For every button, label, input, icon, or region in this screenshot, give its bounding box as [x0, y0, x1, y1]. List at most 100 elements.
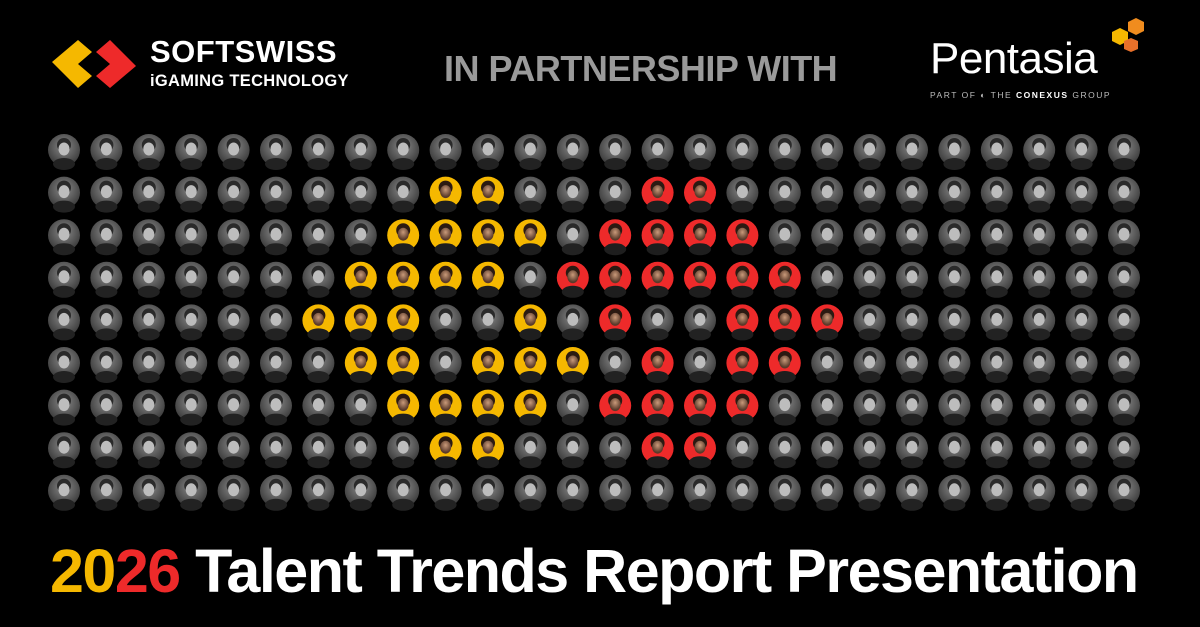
avatar-face — [694, 483, 706, 497]
avatar-face — [1118, 185, 1130, 199]
face-avatar — [896, 219, 928, 256]
avatar-face — [694, 440, 706, 454]
face-avatar — [641, 176, 674, 213]
avatar-face — [524, 270, 536, 284]
avatar-body — [519, 328, 542, 341]
face-avatar — [514, 176, 547, 213]
avatar-face — [100, 440, 112, 454]
avatar-face — [482, 355, 494, 369]
avatar-body — [477, 158, 499, 170]
avatar-face — [779, 227, 791, 241]
face-avatar — [175, 432, 208, 469]
face-avatar — [811, 347, 844, 383]
avatar-face — [270, 398, 282, 412]
avatar-face — [100, 227, 112, 241]
face-avatar — [472, 347, 504, 383]
avatar-body — [137, 243, 160, 256]
avatar-face — [355, 270, 367, 284]
avatar-body — [477, 498, 499, 511]
avatar-body — [265, 158, 287, 170]
avatar-body — [1028, 498, 1051, 511]
avatar-face — [779, 270, 791, 284]
face-avatar — [1065, 474, 1098, 511]
avatar-face — [440, 270, 452, 284]
avatar-face — [821, 227, 833, 241]
face-avatar — [429, 474, 462, 511]
face-avatar — [260, 347, 292, 383]
avatar-body — [392, 328, 415, 341]
avatar-face — [524, 142, 536, 156]
group-suffix: GROUP — [1072, 90, 1112, 100]
avatar-face — [100, 483, 112, 497]
avatar-body — [477, 456, 499, 469]
avatar-face — [58, 185, 70, 199]
avatar-face — [694, 227, 706, 241]
avatar-body — [731, 456, 754, 469]
face-avatar — [811, 219, 844, 256]
avatar-body — [519, 285, 542, 298]
avatar-body — [1070, 498, 1093, 511]
headline-year: 2026 — [50, 537, 181, 605]
avatar-face — [948, 440, 960, 454]
face-avatar — [344, 134, 377, 170]
avatar-body — [434, 243, 457, 256]
face-avatar — [1108, 134, 1140, 170]
avatar-face — [228, 483, 240, 497]
avatar-body — [137, 498, 160, 511]
face-avatar — [599, 474, 632, 511]
avatar-face — [864, 227, 876, 241]
avatar-face — [355, 483, 367, 497]
avatar-body — [265, 498, 287, 511]
face-avatar — [811, 176, 844, 213]
face-avatar — [387, 304, 420, 341]
avatar-body — [265, 371, 287, 383]
face-avatar — [980, 389, 1013, 426]
avatar-body — [307, 413, 330, 426]
face-avatar — [302, 389, 335, 426]
face-avatar — [217, 176, 250, 213]
face-avatar — [90, 474, 123, 511]
face-avatar — [344, 261, 377, 298]
avatar-face — [355, 312, 367, 326]
avatar-face — [779, 398, 791, 412]
avatar-face — [58, 398, 70, 412]
avatar-face — [185, 270, 197, 284]
avatar-body — [985, 413, 1008, 426]
avatar-body — [477, 243, 499, 256]
face-avatar — [175, 176, 208, 213]
avatar-face — [228, 142, 240, 156]
avatar-face — [228, 440, 240, 454]
face-avatar — [132, 432, 165, 469]
avatar-face — [821, 185, 833, 199]
avatar-face — [397, 142, 409, 156]
avatar-body — [604, 413, 627, 426]
face-avatar — [599, 176, 632, 213]
partner-group: PART OF ◐ THE CONEXUS GROUP — [930, 90, 1112, 100]
avatar-body — [773, 413, 796, 426]
avatar-body — [901, 371, 923, 383]
face-avatar — [853, 176, 886, 213]
face-avatar — [599, 389, 632, 426]
avatar-body — [222, 243, 245, 256]
avatar-face — [609, 398, 621, 412]
avatar-body — [519, 456, 542, 469]
face-avatar — [175, 219, 208, 256]
avatar-face — [1118, 355, 1130, 369]
avatar-body — [689, 498, 711, 511]
brand-tagline: iGAMING TECHNOLOGY — [150, 72, 349, 90]
avatar-face — [609, 440, 621, 454]
face-avatar — [556, 176, 589, 213]
face-avatar — [811, 261, 844, 298]
avatar-face — [312, 398, 324, 412]
logo-chevron-red — [96, 40, 136, 88]
avatar-body — [731, 158, 754, 170]
face-avatar — [726, 219, 759, 256]
avatar-face — [821, 398, 833, 412]
avatar-face — [58, 227, 70, 241]
avatar-body — [349, 285, 372, 298]
face-avatar — [768, 474, 801, 511]
avatar-body — [646, 243, 669, 256]
avatar-face — [609, 312, 621, 326]
avatar-body — [349, 498, 372, 511]
